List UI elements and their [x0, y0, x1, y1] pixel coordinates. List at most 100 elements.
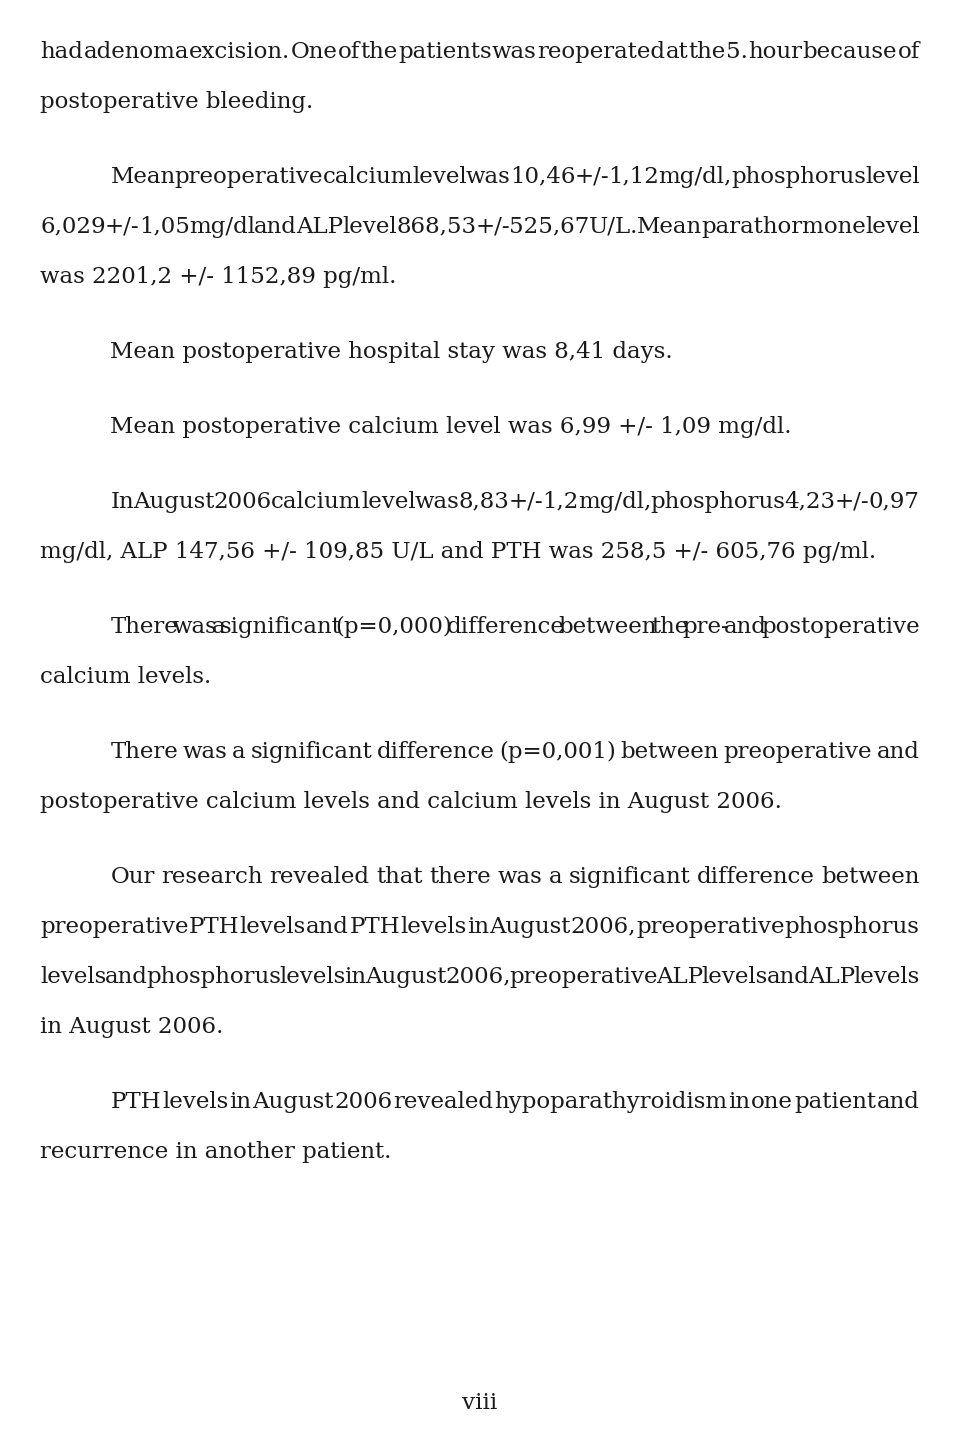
Text: +/-: +/- — [475, 215, 510, 237]
Text: 6,029: 6,029 — [40, 215, 106, 237]
Text: One: One — [291, 41, 338, 63]
Text: that: that — [376, 866, 422, 888]
Text: August: August — [365, 966, 446, 988]
Text: difference: difference — [697, 866, 815, 888]
Text: adenoma: adenoma — [84, 41, 189, 63]
Text: pre-: pre- — [683, 615, 730, 637]
Text: difference: difference — [376, 741, 494, 762]
Text: difference: difference — [446, 615, 564, 637]
Text: postoperative bleeding.: postoperative bleeding. — [40, 90, 314, 112]
Text: was: was — [182, 741, 228, 762]
Text: a: a — [211, 615, 225, 637]
Text: revealed: revealed — [394, 1091, 493, 1113]
Text: 1,12: 1,12 — [609, 166, 660, 188]
Text: August: August — [133, 490, 215, 512]
Text: recurrence in another patient.: recurrence in another patient. — [40, 1141, 392, 1163]
Text: +/-: +/- — [575, 166, 610, 188]
Text: levels: levels — [400, 915, 467, 937]
Text: was: was — [497, 866, 541, 888]
Text: phosphorus: phosphorus — [731, 166, 866, 188]
Text: and: and — [254, 215, 297, 237]
Text: 4,23: 4,23 — [784, 490, 836, 512]
Text: mg/dl,: mg/dl, — [578, 490, 652, 512]
Text: a: a — [232, 741, 246, 762]
Text: August: August — [252, 1091, 333, 1113]
Text: hour: hour — [748, 41, 803, 63]
Text: and: and — [876, 1091, 920, 1113]
Text: research: research — [161, 866, 263, 888]
Text: Mean postoperative hospital stay was 8,41 days.: Mean postoperative hospital stay was 8,4… — [110, 340, 673, 362]
Text: in: in — [229, 1091, 252, 1113]
Text: and: and — [306, 915, 349, 937]
Text: phosphorus: phosphorus — [785, 915, 920, 937]
Text: preoperative: preoperative — [40, 915, 189, 937]
Text: Mean postoperative calcium level was 6,99 +/- 1,09 mg/dl.: Mean postoperative calcium level was 6,9… — [110, 416, 792, 438]
Text: ALP: ALP — [656, 966, 703, 988]
Text: was: was — [415, 490, 460, 512]
Text: level: level — [865, 166, 920, 188]
Text: level: level — [865, 215, 920, 237]
Text: and: and — [766, 966, 809, 988]
Text: between: between — [559, 615, 657, 637]
Text: preoperative: preoperative — [175, 166, 324, 188]
Text: 5.: 5. — [726, 41, 748, 63]
Text: mg/dl, ALP 147,56 +/- 109,85 U/L and PTH was 258,5 +/- 605,76 pg/ml.: mg/dl, ALP 147,56 +/- 109,85 U/L and PTH… — [40, 541, 876, 563]
Text: significant: significant — [568, 866, 690, 888]
Text: one: one — [751, 1091, 793, 1113]
Text: levels: levels — [702, 966, 768, 988]
Text: U/L.: U/L. — [588, 215, 637, 237]
Text: levels: levels — [280, 966, 347, 988]
Text: had: had — [40, 41, 84, 63]
Text: 0,97: 0,97 — [869, 490, 920, 512]
Text: 2006,: 2006, — [445, 966, 511, 988]
Text: because: because — [803, 41, 897, 63]
Text: ALP: ALP — [296, 215, 343, 237]
Text: PTH: PTH — [349, 915, 400, 937]
Text: level: level — [361, 490, 416, 512]
Text: preoperative: preoperative — [509, 966, 658, 988]
Text: significant: significant — [251, 741, 372, 762]
Text: and: and — [105, 966, 148, 988]
Text: preoperative: preoperative — [636, 915, 784, 937]
Text: level: level — [412, 166, 467, 188]
Text: +/-: +/- — [509, 490, 543, 512]
Text: levels: levels — [162, 1091, 228, 1113]
Text: +/-: +/- — [105, 215, 140, 237]
Text: levels: levels — [240, 915, 306, 937]
Text: the: the — [651, 615, 688, 637]
Text: 1,05: 1,05 — [139, 215, 190, 237]
Text: 868,53: 868,53 — [396, 215, 476, 237]
Text: hypoparathyroidism: hypoparathyroidism — [494, 1091, 728, 1113]
Text: and: and — [876, 741, 920, 762]
Text: In: In — [110, 490, 134, 512]
Text: in: in — [467, 915, 489, 937]
Text: in: in — [345, 966, 367, 988]
Text: patients: patients — [398, 41, 492, 63]
Text: ALP: ALP — [807, 966, 855, 988]
Text: calcium levels.: calcium levels. — [40, 666, 211, 688]
Text: phosphorus: phosphorus — [147, 966, 281, 988]
Text: Our: Our — [110, 866, 155, 888]
Text: 1,2: 1,2 — [542, 490, 579, 512]
Text: postoperative calcium levels and calcium levels in August 2006.: postoperative calcium levels and calcium… — [40, 790, 782, 813]
Text: 8,83: 8,83 — [459, 490, 510, 512]
Text: (p=0,000): (p=0,000) — [335, 615, 452, 637]
Text: PTH: PTH — [189, 915, 240, 937]
Text: phosphorus: phosphorus — [651, 490, 785, 512]
Text: in: in — [729, 1091, 751, 1113]
Text: the: the — [688, 41, 726, 63]
Text: levels: levels — [853, 966, 920, 988]
Text: calcium: calcium — [323, 166, 413, 188]
Text: was: was — [466, 166, 511, 188]
Text: between: between — [621, 741, 719, 762]
Text: +/-: +/- — [835, 490, 870, 512]
Text: a: a — [548, 866, 562, 888]
Text: at: at — [665, 41, 688, 63]
Text: parathormone: parathormone — [701, 215, 866, 237]
Text: was: was — [173, 615, 217, 637]
Text: significant: significant — [220, 615, 341, 637]
Text: mg/dl: mg/dl — [189, 215, 254, 237]
Text: PTH: PTH — [110, 1091, 161, 1113]
Text: There: There — [110, 741, 179, 762]
Text: in August 2006.: in August 2006. — [40, 1016, 224, 1037]
